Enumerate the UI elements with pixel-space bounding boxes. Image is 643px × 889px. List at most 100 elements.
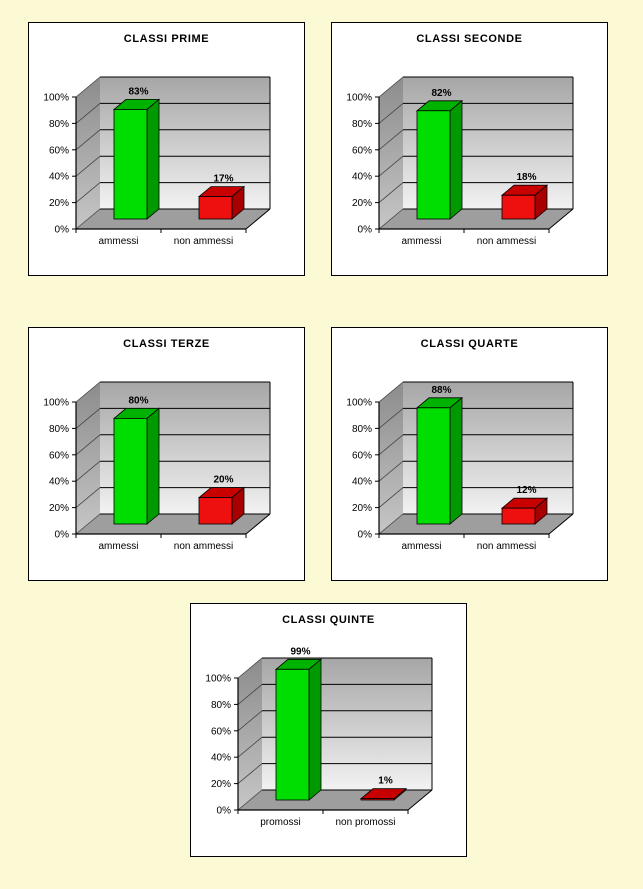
y-tick-label: 60% <box>352 450 372 461</box>
side-wall-gridline <box>378 408 404 429</box>
side-wall-gridline <box>378 76 404 98</box>
chart-title: CLASSI TERZE <box>123 338 210 350</box>
side-wall-gridline <box>378 208 404 230</box>
chart-panel-classi-quarte: CLASSI QUARTE 0% 20% 40% 60% 80% 100% 88% ammes… <box>331 327 608 581</box>
data-label-non-ammessi: 12% <box>516 485 536 496</box>
side-wall-gridline <box>378 129 404 151</box>
category-label-non-ammessi: non ammessi <box>477 236 536 247</box>
data-label-ammessi: 83% <box>128 86 148 97</box>
chart-canvas-classi-quinte: 0% 20% 40% 60% 80% 100% 99% promossi 1% non promo… <box>205 646 433 828</box>
chart-panel-classi-prime: CLASSI PRIME 0% 20% 40% 60% 80% 100% 83% ammess… <box>28 22 305 276</box>
bar-front-non-ammessi <box>198 196 233 220</box>
data-label-non-ammessi: 17% <box>213 174 233 185</box>
y-tick-label: 0% <box>358 225 373 236</box>
side-wall-gridline <box>75 155 101 177</box>
chart-panel-classi-quinte: CLASSI QUINTE 0% 20% 40% 60% 80% 100% 99% promo… <box>190 603 467 857</box>
y-tick-label: 40% <box>49 172 69 183</box>
chart-title: CLASSI PRIME <box>123 33 210 45</box>
side-wall-gridline <box>75 487 101 508</box>
y-tick-label: 20% <box>352 503 372 514</box>
category-label-ammessi: ammessi <box>98 236 138 247</box>
data-label-non-ammessi: 18% <box>516 172 536 183</box>
side-wall-gridline <box>237 657 263 679</box>
chart-canvas-classi-terze: 0% 20% 40% 60% 80% 100% 80% ammessi 20% non ammes… <box>43 381 271 552</box>
bar-front-non-promossi <box>360 798 395 801</box>
chart-canvas-classi-seconde: 0% 20% 40% 60% 80% 100% 82% ammessi 18% non ammes… <box>346 76 574 247</box>
y-tick-label: 0% <box>217 806 232 817</box>
chart-title: CLASSI SECONDE <box>416 33 523 45</box>
side-wall-gridline <box>378 434 404 456</box>
side-wall-gridline <box>237 736 263 758</box>
side-wall-gridline <box>75 434 101 456</box>
side-wall-gridline <box>237 710 263 732</box>
y-tick-label: 100% <box>43 398 69 409</box>
y-tick-label: 100% <box>43 93 69 104</box>
side-wall-gridline <box>75 381 101 403</box>
y-tick-label: 40% <box>49 477 69 488</box>
y-tick-label: 0% <box>55 530 70 541</box>
y-tick-label: 60% <box>49 145 69 156</box>
y-tick-label: 0% <box>55 225 70 236</box>
bar-front-ammessi <box>416 407 451 525</box>
y-tick-label: 20% <box>49 503 69 514</box>
data-label-ammessi: 88% <box>431 385 451 396</box>
side-wall <box>379 77 403 229</box>
side-wall-gridline <box>75 103 101 124</box>
y-tick-label: 80% <box>352 424 372 435</box>
chart-canvas-classi-quarte: 0% 20% 40% 60% 80% 100% 88% ammessi 12% non ammes… <box>346 381 574 552</box>
side-wall-gridline <box>378 487 404 508</box>
side-wall-gridline <box>378 381 404 403</box>
bar-front-ammessi <box>416 110 451 220</box>
side-wall-gridline <box>75 513 101 535</box>
y-tick-label: 0% <box>358 530 373 541</box>
category-label-ammessi: ammessi <box>401 541 441 552</box>
data-label-promossi: 99% <box>290 646 310 657</box>
y-tick-label: 100% <box>346 93 372 104</box>
floor-right-edge <box>407 789 433 811</box>
y-tick-label: 80% <box>352 119 372 130</box>
y-tick-label: 60% <box>352 145 372 156</box>
side-wall-gridline <box>75 76 101 98</box>
side-wall <box>379 382 403 534</box>
category-label-non-promossi: non promossi <box>335 817 395 828</box>
y-tick-label: 40% <box>352 477 372 488</box>
side-wall-gridline <box>75 208 101 230</box>
y-tick-label: 20% <box>49 198 69 209</box>
y-tick-label: 20% <box>211 779 231 790</box>
bar-side-ammessi <box>146 98 160 220</box>
floor-right-edge <box>245 513 271 535</box>
side-wall-gridline <box>75 408 101 429</box>
chart-panel-classi-terze: CLASSI TERZE 0% 20% 40% 60% 80% 100% 80% ammess… <box>28 327 305 581</box>
y-tick-label: 100% <box>205 674 231 685</box>
side-wall-gridline <box>237 684 263 705</box>
side-wall-gridline <box>378 155 404 177</box>
category-label-ammessi: ammessi <box>401 236 441 247</box>
bar-front-non-ammessi <box>501 194 536 220</box>
category-label-non-ammessi: non ammessi <box>174 541 233 552</box>
bar-front-ammessi <box>113 109 148 220</box>
y-tick-label: 100% <box>346 398 372 409</box>
side-wall-gridline <box>75 129 101 151</box>
side-wall-gridline <box>75 182 101 203</box>
side-wall-gridline <box>378 513 404 535</box>
side-wall-gridline <box>378 460 404 482</box>
side-wall-gridline <box>378 182 404 203</box>
bar-front-promossi <box>275 668 310 801</box>
bar-front-non-ammessi <box>198 497 233 525</box>
data-label-ammessi: 82% <box>431 88 451 99</box>
side-wall-gridline <box>237 789 263 811</box>
y-tick-label: 80% <box>49 424 69 435</box>
category-label-ammessi: ammessi <box>98 541 138 552</box>
bar-side-ammessi <box>449 396 463 525</box>
floor-right-edge <box>245 208 271 230</box>
floor-right-edge <box>548 513 574 535</box>
category-label-non-ammessi: non ammessi <box>477 541 536 552</box>
side-wall <box>238 658 262 810</box>
chart-title: CLASSI QUARTE <box>420 338 519 350</box>
chart-panel-classi-seconde: CLASSI SECONDE 0% 20% 40% 60% 80% 100% 82% amme… <box>331 22 608 276</box>
side-wall-gridline <box>75 460 101 482</box>
side-wall-gridline <box>378 103 404 124</box>
category-label-non-ammessi: non ammessi <box>174 236 233 247</box>
data-label-non-promossi: 1% <box>378 776 393 787</box>
